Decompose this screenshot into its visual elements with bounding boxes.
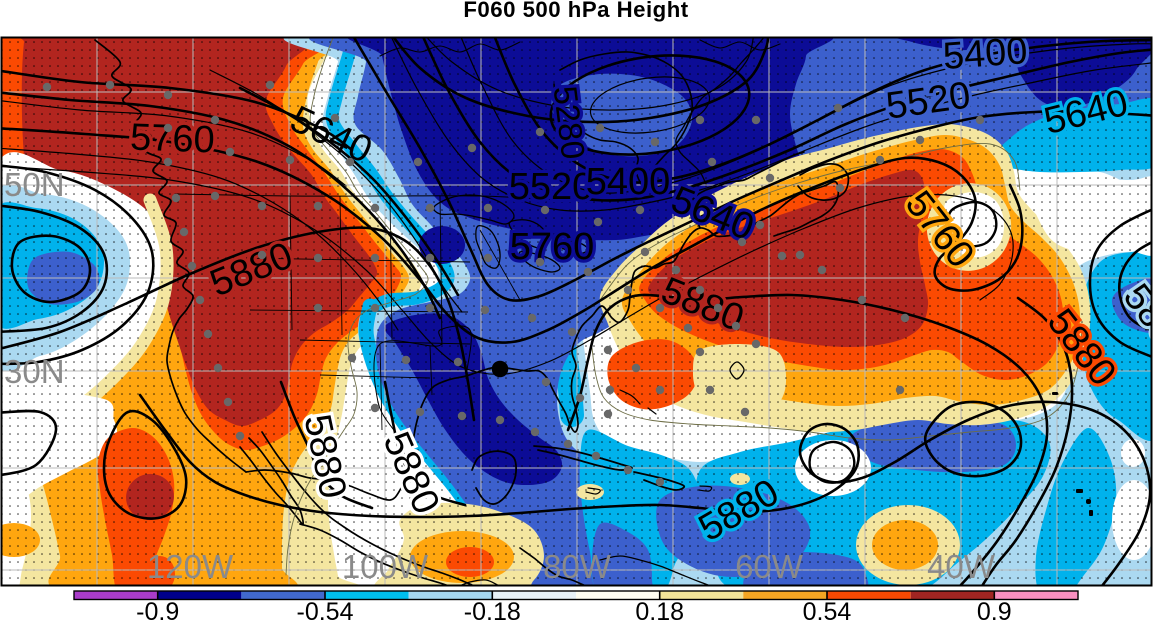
svg-text:30N: 30N <box>4 353 65 390</box>
svg-text:-0.54: -0.54 <box>297 598 354 622</box>
svg-text:-0.9: -0.9 <box>136 598 179 622</box>
svg-text:5760: 5760 <box>510 226 595 268</box>
svg-text:60W: 60W <box>735 548 804 585</box>
svg-text:0.54: 0.54 <box>803 598 852 622</box>
svg-text:80W: 80W <box>543 548 612 585</box>
svg-text:5760: 5760 <box>129 117 215 162</box>
svg-text:5520: 5520 <box>509 166 594 208</box>
svg-text:50N: 50N <box>4 166 65 203</box>
svg-text:5400: 5400 <box>586 161 671 203</box>
svg-text:100W: 100W <box>342 548 429 585</box>
svg-text:0.18: 0.18 <box>635 598 684 622</box>
svg-text:40W: 40W <box>927 548 996 585</box>
svg-text:F060 500 hPa Height: F060 500 hPa Height <box>463 0 688 22</box>
svg-text:-0.18: -0.18 <box>464 598 521 622</box>
svg-text:5400: 5400 <box>942 30 1029 78</box>
svg-text:0.9: 0.9 <box>977 598 1012 622</box>
svg-text:120W: 120W <box>147 548 234 585</box>
